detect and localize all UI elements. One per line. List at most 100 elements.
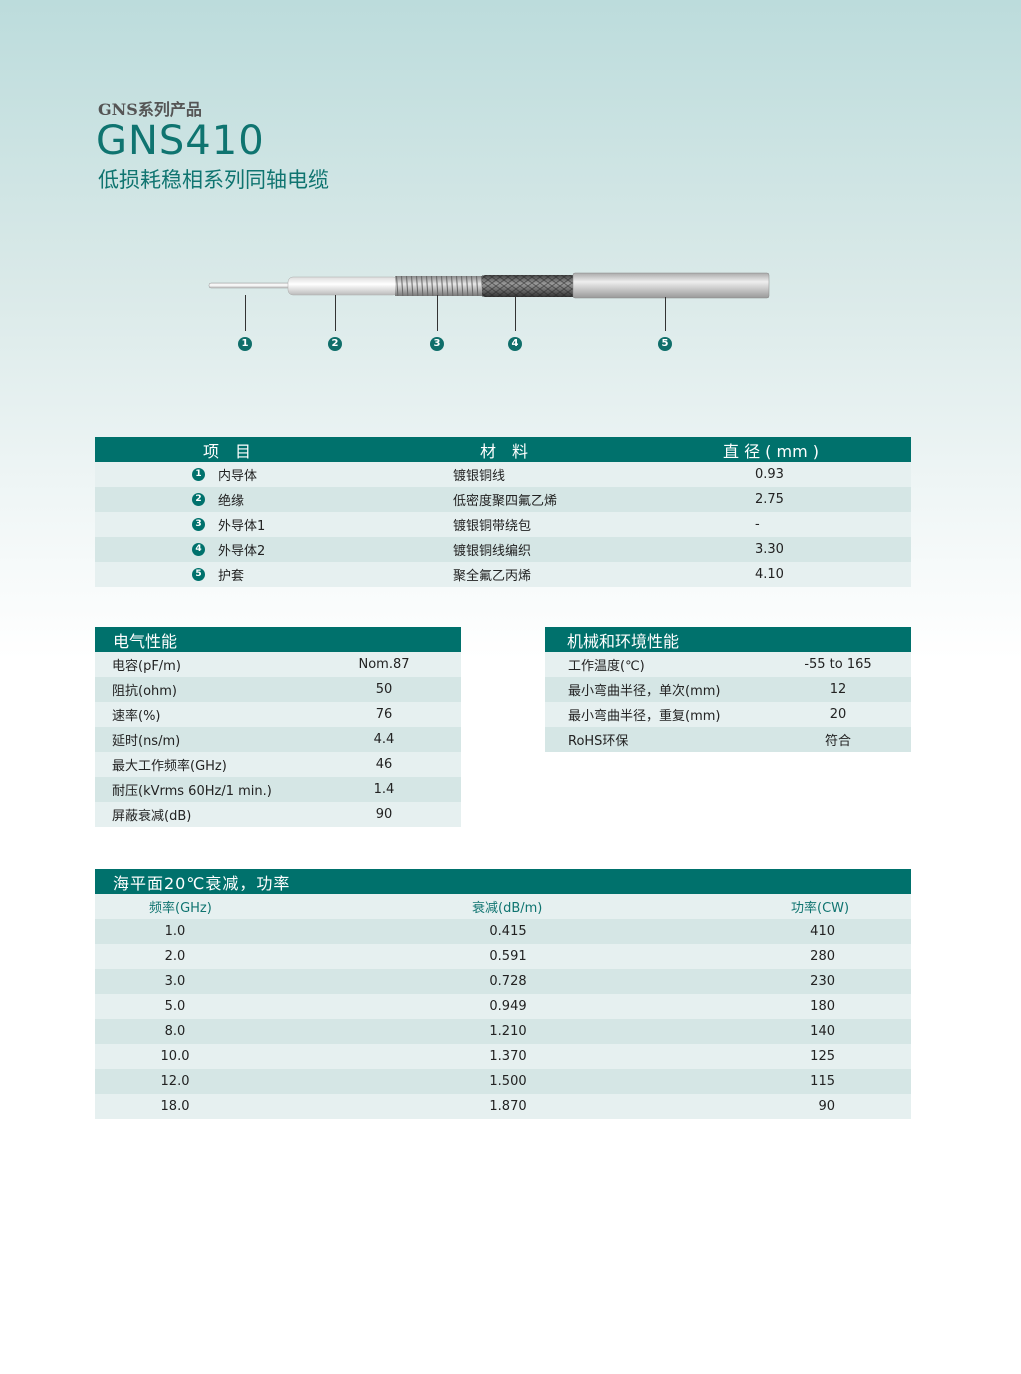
number-badge: 3	[192, 518, 205, 531]
frequency: 5.0	[164, 999, 186, 1014]
table-row: 8.0 1.210 140	[95, 1019, 911, 1044]
material: 聚全氟乙丙烯	[453, 569, 532, 584]
col-attenuation: 衰减(dB/m)	[472, 901, 543, 916]
table-row: 2.0 0.591 280	[95, 944, 911, 969]
header-item: 项 目	[203, 441, 252, 461]
property-value: 90	[375, 807, 393, 822]
frequency: 12.0	[160, 1074, 190, 1089]
diameter: 3.30	[755, 542, 784, 557]
table-row: 2 绝缘 低密度聚四氟乙烯 2.75	[95, 487, 911, 512]
table-row: 工作温度(℃) -55 to 165	[545, 652, 911, 677]
cable-illustration	[208, 272, 770, 299]
power: 410	[810, 924, 835, 939]
table-row: 最大工作频率(GHz) 46	[95, 752, 461, 777]
table-row: 电容(pF/m) Nom.87	[95, 652, 461, 677]
attenuation: 0.415	[489, 924, 527, 939]
property-name: 最大工作频率(GHz)	[112, 759, 227, 774]
model-title: GNS410	[96, 118, 265, 164]
table-row: 耐压(kVrms 60Hz/1 min.) 1.4	[95, 777, 461, 802]
power: 90	[818, 1099, 835, 1114]
callout-5: 5	[658, 337, 672, 351]
electrical-table: 电气性能 电容(pF/m) Nom.87 阻抗(ohm) 50 速率(%) 76…	[95, 627, 461, 827]
callout-1: 1	[238, 337, 252, 351]
power: 125	[810, 1049, 835, 1064]
power: 115	[810, 1074, 835, 1089]
table-row: RoHS环保 符合	[545, 727, 911, 752]
property-value: 4.4	[373, 732, 395, 747]
attenuation-table: 海平面20℃衰减，功率 频率(GHz) 衰减(dB/m) 功率(CW) 1.0 …	[95, 869, 911, 1119]
material: 镀银铜线	[453, 469, 506, 484]
item-name: 外导体2	[218, 544, 266, 559]
number-badge: 4	[192, 543, 205, 556]
material: 镀银铜带绕包	[453, 519, 532, 534]
attenuation-title: 海平面20℃衰减，功率	[95, 869, 911, 894]
table-row: 最小弯曲半径，单次(mm) 12	[545, 677, 911, 702]
power: 140	[810, 1024, 835, 1039]
property-value: -55 to 165	[804, 657, 872, 672]
table-row: 5 护套 聚全氟乙丙烯 4.10	[95, 562, 911, 587]
inner-conductor	[208, 282, 295, 289]
property-name: 延时(ns/m)	[112, 734, 181, 749]
table-row: 1.0 0.415 410	[95, 919, 911, 944]
diameter: 4.10	[755, 567, 784, 582]
property-name: 工作温度(℃)	[568, 659, 645, 674]
attenuation: 0.728	[489, 974, 527, 989]
property-value: 1.4	[373, 782, 395, 797]
column-headers: 频率(GHz) 衰减(dB/m) 功率(CW)	[95, 894, 911, 919]
attenuation: 1.500	[489, 1074, 527, 1089]
header-diameter: 直 径 ( mm )	[723, 441, 820, 461]
series-label: GNS系列产品	[98, 100, 202, 119]
item-name: 外导体1	[218, 519, 266, 534]
table-row: 1 内导体 镀银铜线 0.93	[95, 462, 911, 487]
callout-2: 2	[328, 337, 342, 351]
number-badge: 1	[192, 468, 205, 481]
diameter: 0.93	[755, 467, 784, 482]
item-name: 内导体	[218, 469, 258, 484]
electrical-title: 电气性能	[95, 627, 461, 652]
property-name: 最小弯曲半径，单次(mm)	[568, 684, 721, 699]
property-value: 76	[375, 707, 393, 722]
attenuation: 1.210	[489, 1024, 527, 1039]
frequency: 3.0	[164, 974, 186, 989]
material: 镀银铜线编织	[453, 544, 532, 559]
property-name: 速率(%)	[112, 709, 161, 724]
table-row: 12.0 1.500 115	[95, 1069, 911, 1094]
col-power: 功率(CW)	[791, 901, 850, 916]
table-row: 延时(ns/m) 4.4	[95, 727, 461, 752]
table-row: 10.0 1.370 125	[95, 1044, 911, 1069]
diameter: 2.75	[755, 492, 784, 507]
property-name: 屏蔽衰减(dB)	[112, 809, 192, 824]
item-name: 护套	[218, 569, 245, 584]
attenuation: 1.870	[489, 1099, 527, 1114]
table-row: 屏蔽衰减(dB) 90	[95, 802, 461, 827]
power: 280	[810, 949, 835, 964]
item-name: 绝缘	[218, 494, 245, 509]
attenuation: 0.949	[489, 999, 527, 1014]
insulation	[287, 276, 399, 296]
table-row: 3 外导体1 镀银铜带绕包 -	[95, 512, 911, 537]
property-name: 最小弯曲半径，重复(mm)	[568, 709, 721, 724]
table-row: 最小弯曲半径，重复(mm) 20	[545, 702, 911, 727]
mechanical-title: 机械和环境性能	[545, 627, 911, 652]
callout-4: 4	[508, 337, 522, 351]
frequency: 2.0	[164, 949, 186, 964]
property-value: 50	[375, 682, 393, 697]
material: 低密度聚四氟乙烯	[453, 494, 558, 509]
table-row: 阻抗(ohm) 50	[95, 677, 461, 702]
attenuation: 1.370	[489, 1049, 527, 1064]
number-badge: 2	[192, 493, 205, 506]
diameter: -	[755, 517, 760, 532]
power: 230	[810, 974, 835, 989]
callout-3: 3	[430, 337, 444, 351]
table-row: 5.0 0.949 180	[95, 994, 911, 1019]
attenuation: 0.591	[489, 949, 527, 964]
property-value: 20	[829, 707, 847, 722]
property-name: 阻抗(ohm)	[112, 684, 178, 699]
property-value: Nom.87	[358, 657, 410, 672]
frequency: 18.0	[160, 1099, 190, 1114]
property-value: 46	[375, 757, 393, 772]
table-row: 速率(%) 76	[95, 702, 461, 727]
property-name: 耐压(kVrms 60Hz/1 min.)	[112, 784, 272, 799]
property-value: 符合	[824, 734, 852, 749]
property-name: RoHS环保	[568, 734, 629, 749]
